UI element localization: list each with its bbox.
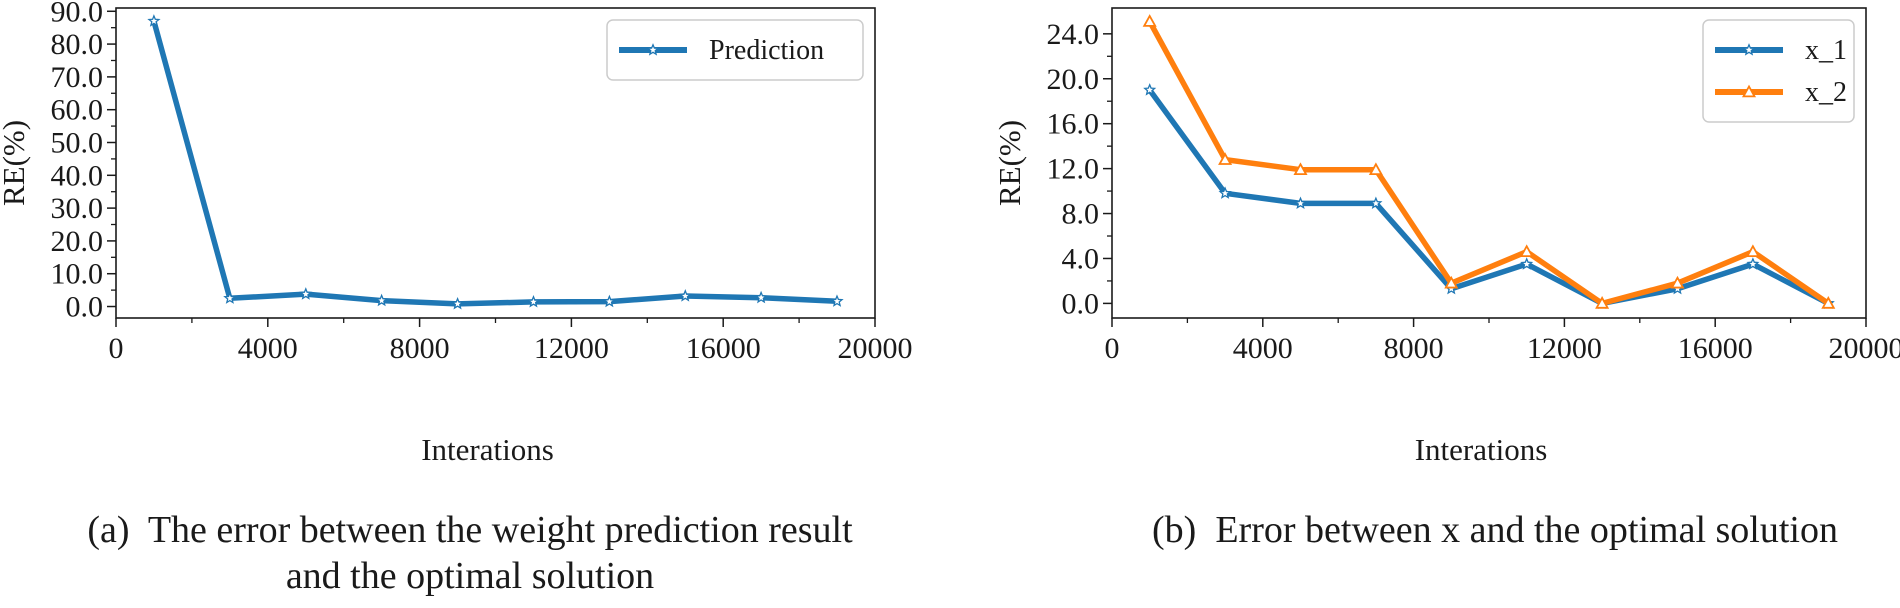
chart-a: 0 4000 8000 12000 16000 20000 0.010.020.030.04… bbox=[0, 0, 913, 467]
y-tick-label: 20.0 bbox=[1047, 63, 1100, 96]
x-tick-label: 0 bbox=[1105, 332, 1120, 365]
data-point bbox=[1821, 296, 1836, 309]
y-axis-label: RE(%) bbox=[0, 120, 31, 206]
data-point bbox=[299, 287, 313, 300]
data-point bbox=[830, 294, 844, 307]
y-tick-label: 12.0 bbox=[1047, 153, 1100, 186]
data-point bbox=[526, 294, 541, 308]
data-point bbox=[602, 294, 616, 308]
y-tick-label: 24.0 bbox=[1047, 18, 1100, 51]
caption-b-text: Error between x and the optimal solution bbox=[1215, 509, 1838, 551]
y-tick-label: 10.0 bbox=[51, 258, 104, 291]
data-point bbox=[1142, 14, 1157, 27]
data-point bbox=[1218, 186, 1232, 199]
data-point bbox=[450, 296, 465, 310]
data-point bbox=[147, 14, 161, 27]
caption-b-label: (b) bbox=[1152, 509, 1197, 551]
caption-b: (b) Error between x and the optimal solu… bbox=[1090, 507, 1900, 553]
caption-a-line1: (a) The error between the weight predict… bbox=[0, 507, 940, 553]
x-axis-label: Interations bbox=[421, 432, 554, 467]
legend-label: x_1 bbox=[1805, 35, 1847, 66]
legend-box bbox=[606, 19, 864, 81]
y-tick-label: 70.0 bbox=[51, 61, 104, 94]
x-tick-label: 12000 bbox=[534, 332, 609, 365]
y-tick-label: 0.0 bbox=[66, 291, 104, 324]
data-point bbox=[1218, 152, 1233, 165]
caption-a-line2: and the optimal solution bbox=[285, 555, 655, 597]
y-tick-label: 20.0 bbox=[51, 225, 104, 258]
data-point bbox=[1519, 244, 1534, 258]
x-tick-label: 12000 bbox=[1527, 332, 1602, 365]
x-tick-label: 8000 bbox=[1384, 332, 1444, 365]
data-point bbox=[1520, 257, 1534, 270]
y-tick-label: 30.0 bbox=[51, 192, 104, 225]
y-tick-label: 4.0 bbox=[1062, 242, 1100, 275]
legend-marker bbox=[646, 43, 660, 56]
data-point bbox=[678, 289, 692, 302]
y-tick-label: 90.0 bbox=[51, 0, 104, 28]
legend: x_1x_2 bbox=[1702, 19, 1855, 123]
data-point bbox=[223, 291, 237, 304]
x-tick-label: 20000 bbox=[838, 332, 913, 365]
data-point bbox=[1368, 162, 1383, 176]
x-tick-label: 0 bbox=[109, 332, 124, 365]
caption-a-text: The error between the weight prediction … bbox=[147, 509, 853, 551]
y-tick-label: 40.0 bbox=[51, 159, 104, 192]
legend-label: Prediction bbox=[709, 35, 824, 66]
data-point bbox=[1595, 296, 1610, 309]
caption-a-label: (a) bbox=[87, 509, 130, 551]
y-tick-label: 16.0 bbox=[1047, 108, 1100, 141]
y-tick-label: 60.0 bbox=[51, 94, 104, 127]
y-tick-label: 80.0 bbox=[51, 28, 104, 61]
x-tick-label: 16000 bbox=[686, 332, 761, 365]
y-tick-label: 8.0 bbox=[1062, 198, 1100, 231]
legend-label: x_2 bbox=[1805, 77, 1847, 108]
data-point bbox=[1670, 275, 1685, 289]
series-x_2 bbox=[1142, 14, 1836, 309]
caption-b-line1: (b) Error between x and the optimal solu… bbox=[1090, 507, 1900, 553]
data-point bbox=[1143, 83, 1157, 96]
data-point bbox=[754, 290, 768, 304]
y-tick-label: 0.0 bbox=[1062, 287, 1100, 320]
data-point bbox=[1369, 196, 1383, 209]
legend-marker bbox=[1741, 84, 1757, 98]
data-point bbox=[374, 293, 389, 307]
data-point bbox=[1293, 196, 1308, 209]
legend-box bbox=[1702, 19, 1855, 123]
series-line bbox=[1146, 87, 1832, 307]
legend: Prediction bbox=[606, 19, 864, 81]
caption-a: (a) The error between the weight predict… bbox=[0, 507, 940, 599]
data-point bbox=[1746, 257, 1760, 270]
chart-b: 0 4000 8000 12000 16000 20000 0.0 4.0 8.0 12.0 16.… bbox=[992, 7, 1900, 467]
legend-marker bbox=[1742, 43, 1756, 56]
data-point bbox=[1293, 162, 1308, 176]
data-point bbox=[1745, 244, 1760, 258]
x-tick-label: 16000 bbox=[1678, 332, 1753, 365]
series-line bbox=[1146, 18, 1832, 307]
x-tick-label: 4000 bbox=[238, 332, 298, 365]
y-axis-label: RE(%) bbox=[992, 120, 1027, 206]
series-Prediction bbox=[147, 14, 844, 310]
series-line bbox=[151, 18, 840, 307]
x-axis-label: Interations bbox=[1415, 432, 1548, 467]
data-point bbox=[1444, 275, 1459, 289]
x-tick-label: 20000 bbox=[1829, 332, 1900, 365]
y-tick-label: 50.0 bbox=[51, 126, 104, 159]
x-tick-label: 8000 bbox=[390, 332, 450, 365]
x-tick-label: 4000 bbox=[1233, 332, 1293, 365]
